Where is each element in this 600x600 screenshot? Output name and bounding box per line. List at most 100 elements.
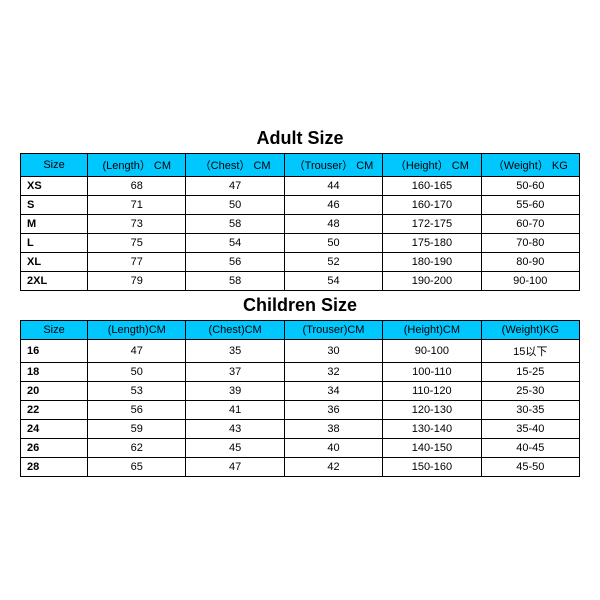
data-cell: 90-100 bbox=[383, 339, 481, 362]
col-header: （Height） CM bbox=[383, 153, 481, 176]
col-header: (Length)CM bbox=[88, 320, 186, 339]
data-cell: 54 bbox=[284, 271, 382, 290]
data-cell: 45 bbox=[186, 438, 284, 457]
data-cell: 47 bbox=[88, 339, 186, 362]
size-cell: 26 bbox=[21, 438, 88, 457]
size-cell: 20 bbox=[21, 381, 88, 400]
table-row: 1647353090-10015以下 bbox=[21, 339, 580, 362]
data-cell: 77 bbox=[88, 252, 186, 271]
data-cell: 15以下 bbox=[481, 339, 579, 362]
table-row: XS684744160-16550-60 bbox=[21, 176, 580, 195]
data-cell: 172-175 bbox=[383, 214, 481, 233]
data-cell: 37 bbox=[186, 362, 284, 381]
size-chart: Adult Size Size(Length） CM（Chest） CM（Tro… bbox=[20, 124, 580, 477]
col-header: (Weight)KG bbox=[481, 320, 579, 339]
size-cell: 24 bbox=[21, 419, 88, 438]
size-cell: 18 bbox=[21, 362, 88, 381]
size-cell: 28 bbox=[21, 457, 88, 476]
table-row: 28654742150-16045-50 bbox=[21, 457, 580, 476]
data-cell: 36 bbox=[284, 400, 382, 419]
table-header-row: Size(Length)CM(Chest)CM(Trouser)CM(Heigh… bbox=[21, 320, 580, 339]
table-row: XL775652180-19080-90 bbox=[21, 252, 580, 271]
data-cell: 46 bbox=[284, 195, 382, 214]
col-header: (Length） CM bbox=[88, 153, 186, 176]
table-header-row: Size(Length） CM（Chest） CM（Trouser） CM（He… bbox=[21, 153, 580, 176]
size-cell: XS bbox=[21, 176, 88, 195]
adult-title: Adult Size bbox=[20, 124, 580, 153]
data-cell: 43 bbox=[186, 419, 284, 438]
data-cell: 65 bbox=[88, 457, 186, 476]
table-row: M735848172-17560-70 bbox=[21, 214, 580, 233]
data-cell: 53 bbox=[88, 381, 186, 400]
table-row: 26624540140-15040-45 bbox=[21, 438, 580, 457]
data-cell: 42 bbox=[284, 457, 382, 476]
data-cell: 50 bbox=[88, 362, 186, 381]
size-cell: XL bbox=[21, 252, 88, 271]
size-cell: 16 bbox=[21, 339, 88, 362]
data-cell: 80-90 bbox=[481, 252, 579, 271]
data-cell: 56 bbox=[186, 252, 284, 271]
data-cell: 73 bbox=[88, 214, 186, 233]
data-cell: 48 bbox=[284, 214, 382, 233]
data-cell: 52 bbox=[284, 252, 382, 271]
children-title: Children Size bbox=[20, 291, 580, 320]
col-header: (Height)CM bbox=[383, 320, 481, 339]
children-size-table: Size(Length)CM(Chest)CM(Trouser)CM(Heigh… bbox=[20, 320, 580, 477]
data-cell: 39 bbox=[186, 381, 284, 400]
data-cell: 35-40 bbox=[481, 419, 579, 438]
data-cell: 55-60 bbox=[481, 195, 579, 214]
data-cell: 130-140 bbox=[383, 419, 481, 438]
size-cell: 22 bbox=[21, 400, 88, 419]
col-header: （Chest） CM bbox=[186, 153, 284, 176]
col-header: Size bbox=[21, 153, 88, 176]
data-cell: 15-25 bbox=[481, 362, 579, 381]
table-row: 22564136120-13030-35 bbox=[21, 400, 580, 419]
data-cell: 60-70 bbox=[481, 214, 579, 233]
size-cell: M bbox=[21, 214, 88, 233]
table-row: 20533934110-12025-30 bbox=[21, 381, 580, 400]
data-cell: 75 bbox=[88, 233, 186, 252]
data-cell: 47 bbox=[186, 457, 284, 476]
size-cell: L bbox=[21, 233, 88, 252]
data-cell: 44 bbox=[284, 176, 382, 195]
col-header: Size bbox=[21, 320, 88, 339]
data-cell: 120-130 bbox=[383, 400, 481, 419]
data-cell: 40-45 bbox=[481, 438, 579, 457]
size-cell: 2XL bbox=[21, 271, 88, 290]
data-cell: 100-110 bbox=[383, 362, 481, 381]
data-cell: 160-165 bbox=[383, 176, 481, 195]
data-cell: 50 bbox=[186, 195, 284, 214]
data-cell: 160-170 bbox=[383, 195, 481, 214]
adult-size-table: Size(Length） CM（Chest） CM（Trouser） CM（He… bbox=[20, 153, 580, 291]
data-cell: 58 bbox=[186, 271, 284, 290]
data-cell: 56 bbox=[88, 400, 186, 419]
table-row: 24594338130-14035-40 bbox=[21, 419, 580, 438]
data-cell: 175-180 bbox=[383, 233, 481, 252]
col-header: (Trouser)CM bbox=[284, 320, 382, 339]
data-cell: 50 bbox=[284, 233, 382, 252]
data-cell: 40 bbox=[284, 438, 382, 457]
data-cell: 45-50 bbox=[481, 457, 579, 476]
data-cell: 30 bbox=[284, 339, 382, 362]
data-cell: 54 bbox=[186, 233, 284, 252]
data-cell: 35 bbox=[186, 339, 284, 362]
data-cell: 38 bbox=[284, 419, 382, 438]
data-cell: 58 bbox=[186, 214, 284, 233]
data-cell: 190-200 bbox=[383, 271, 481, 290]
table-row: S715046160-17055-60 bbox=[21, 195, 580, 214]
data-cell: 30-35 bbox=[481, 400, 579, 419]
data-cell: 47 bbox=[186, 176, 284, 195]
data-cell: 25-30 bbox=[481, 381, 579, 400]
data-cell: 71 bbox=[88, 195, 186, 214]
data-cell: 79 bbox=[88, 271, 186, 290]
data-cell: 68 bbox=[88, 176, 186, 195]
data-cell: 62 bbox=[88, 438, 186, 457]
col-header: （Trouser） CM bbox=[284, 153, 382, 176]
data-cell: 70-80 bbox=[481, 233, 579, 252]
col-header: （Weight） KG bbox=[481, 153, 579, 176]
data-cell: 41 bbox=[186, 400, 284, 419]
table-row: 18503732100-11015-25 bbox=[21, 362, 580, 381]
data-cell: 150-160 bbox=[383, 457, 481, 476]
data-cell: 50-60 bbox=[481, 176, 579, 195]
data-cell: 180-190 bbox=[383, 252, 481, 271]
